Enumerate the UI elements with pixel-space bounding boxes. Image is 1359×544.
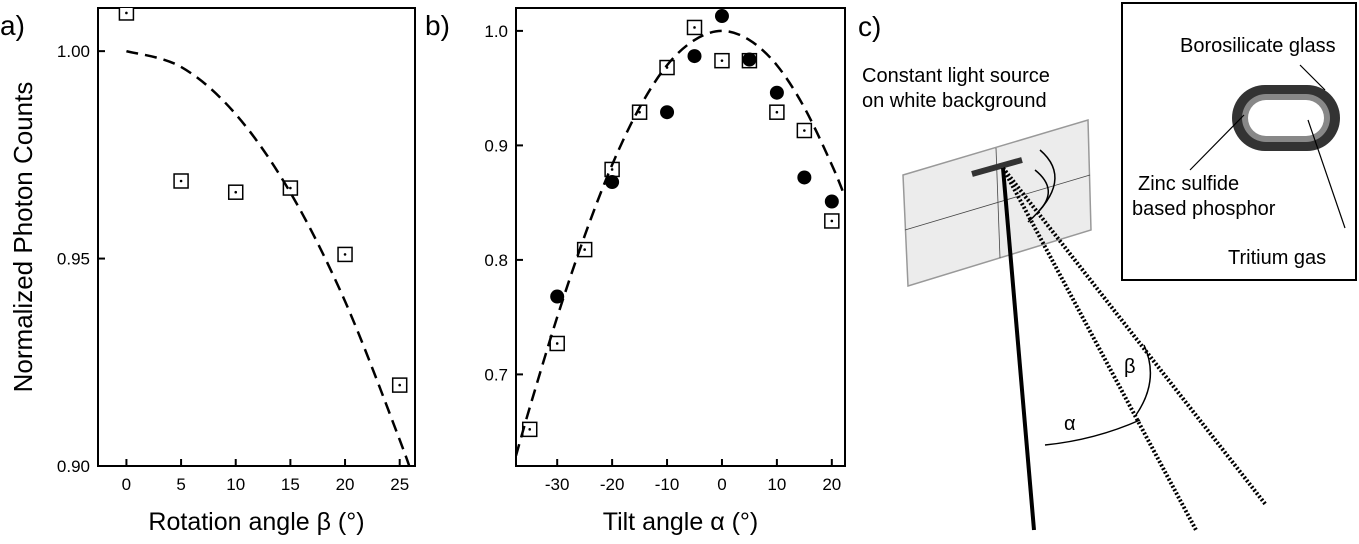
x-tick-label: -30 — [545, 475, 570, 494]
x-tick-label: 10 — [226, 475, 245, 494]
y-tick-label: 0.90 — [57, 457, 90, 476]
point-dot — [803, 129, 806, 132]
point-dot — [289, 186, 292, 190]
x-tick-label: 20 — [822, 475, 841, 494]
point — [227, 184, 244, 200]
x-tick-label: 0 — [717, 475, 726, 494]
point — [118, 8, 135, 21]
y-tick-label: 1.00 — [57, 42, 90, 61]
y-tick-label: 1.0 — [484, 22, 508, 41]
x-tick-label: 5 — [176, 475, 185, 494]
point — [686, 19, 703, 36]
panel-line — [904, 174, 1091, 231]
point-dot — [125, 11, 128, 15]
inset-text: Zinc sulfide — [1138, 173, 1239, 195]
point-dot — [583, 248, 586, 251]
series — [550, 9, 839, 304]
y-tick-label: 0.7 — [484, 365, 508, 384]
series — [118, 8, 408, 393]
point-dot — [234, 190, 238, 194]
point-dot — [179, 179, 183, 183]
x-tick-label: 25 — [390, 475, 409, 494]
point-dot — [693, 26, 696, 29]
point — [549, 335, 565, 352]
point — [797, 170, 812, 185]
point — [173, 173, 189, 189]
y-tick-label: 0.95 — [57, 250, 90, 269]
x-tick-label: 10 — [767, 475, 786, 494]
series — [126, 49, 411, 466]
point — [742, 52, 757, 67]
inset-text: Tritium gas — [1228, 247, 1326, 269]
panel-label: a) — [0, 10, 25, 41]
capsule-gas — [1248, 100, 1324, 136]
view-line — [1001, 167, 1198, 531]
point-dot — [830, 219, 834, 223]
panel-label: b) — [425, 10, 450, 41]
y-axis-label: Normalized Photon Counts — [8, 82, 38, 393]
series — [516, 29, 845, 457]
x-tick-label: 0 — [122, 475, 131, 494]
inset-box — [1121, 2, 1357, 281]
pointer — [1307, 119, 1346, 229]
fit-line — [516, 29, 845, 457]
point — [824, 194, 839, 209]
pointer — [1299, 64, 1326, 91]
point — [337, 246, 353, 263]
point — [796, 122, 813, 139]
fit-line — [126, 49, 411, 466]
point — [391, 377, 408, 393]
point-dot — [343, 253, 347, 256]
diagram-text: on white background — [862, 90, 1047, 112]
point — [605, 175, 620, 190]
y-tick-label: 0.8 — [484, 251, 508, 270]
angle-label: β — [1124, 356, 1136, 378]
point-dot — [775, 110, 779, 114]
point — [769, 104, 785, 120]
diagram-text: Constant light source — [862, 65, 1050, 87]
inset-text: based phosphor — [1132, 198, 1276, 220]
point — [824, 213, 840, 229]
point — [769, 85, 784, 100]
angle-arc — [1034, 169, 1049, 213]
angle-arc — [1044, 419, 1141, 446]
point-dot — [528, 428, 532, 431]
point-dot — [398, 383, 401, 387]
point — [521, 421, 538, 438]
panel-label: c) — [858, 11, 881, 42]
y-tick-label: 0.9 — [484, 136, 508, 155]
plot-frame — [97, 7, 416, 467]
x-axis-label: Rotation angle β (°) — [148, 508, 364, 536]
point — [687, 49, 702, 64]
angle-label: α — [1064, 413, 1076, 435]
x-tick-label: -10 — [655, 475, 680, 494]
point — [714, 9, 729, 24]
angle-arc — [1135, 344, 1152, 416]
tritium-source — [971, 157, 1023, 177]
point-dot — [720, 59, 724, 62]
x-tick-label: -20 — [600, 475, 625, 494]
point — [660, 105, 675, 120]
point — [550, 289, 565, 304]
x-axis-label: Tilt angle α (°) — [603, 508, 759, 536]
point-dot — [610, 168, 614, 171]
pointer — [1189, 114, 1245, 171]
point-dot — [555, 342, 559, 345]
inset-text: Borosilicate glass — [1180, 35, 1336, 57]
plot-frame — [515, 7, 846, 467]
point — [714, 52, 730, 69]
series — [521, 19, 840, 438]
x-tick-label: 20 — [336, 475, 355, 494]
point — [659, 59, 675, 76]
x-tick-label: 15 — [281, 475, 300, 494]
point-dot — [638, 110, 641, 114]
view-line — [1001, 167, 1036, 531]
view-line — [1001, 166, 1268, 507]
